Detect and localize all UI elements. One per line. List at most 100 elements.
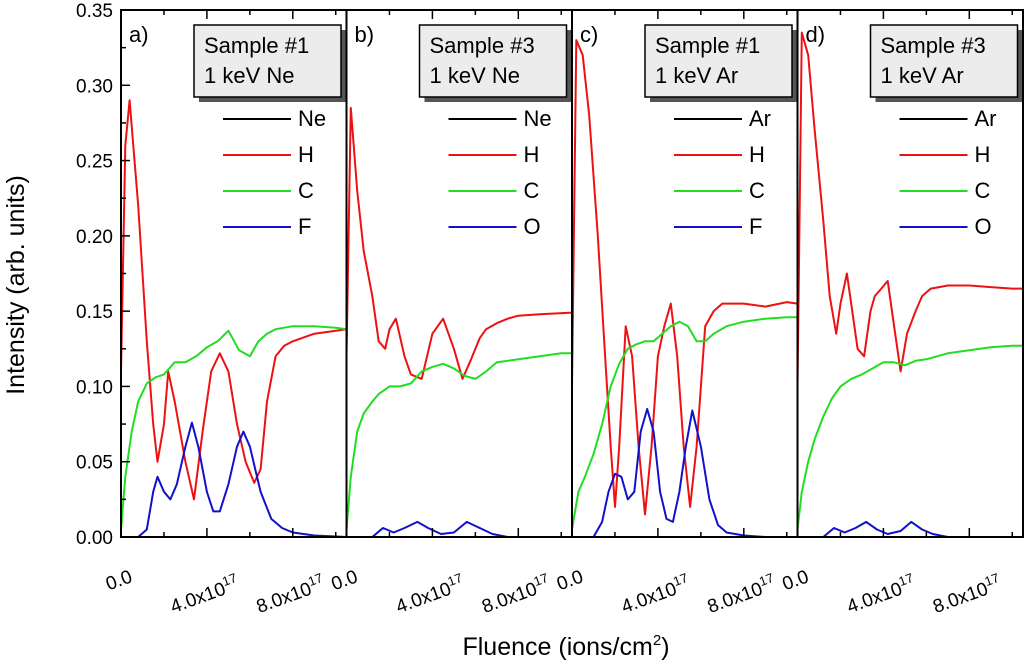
legend-label-o: O <box>975 214 992 239</box>
x-tick-label: 4.0x1017 <box>617 570 693 618</box>
x-tick-label: 4.0x1017 <box>843 570 919 618</box>
x-tick-label-base: 0.0 <box>554 566 586 595</box>
y-tick-label: 0.00 <box>76 528 113 549</box>
x-tick-label-base: 0.0 <box>780 566 812 595</box>
legend-label-ne: Ne <box>524 106 552 131</box>
sample-box <box>869 24 1019 98</box>
legend-label-h: H <box>749 142 765 167</box>
y-tick-label: 0.15 <box>76 302 113 323</box>
y-tick-label: 0.10 <box>76 377 113 398</box>
panel-letter: a) <box>129 22 149 47</box>
panel-letter: d) <box>806 22 826 47</box>
x-tick-label-exp: 17 <box>757 570 776 589</box>
panel-letter: c) <box>580 22 598 47</box>
x-tick-label-base: 0.0 <box>329 566 361 595</box>
legend-label-ne: Ne <box>298 106 326 131</box>
legend-label-c: C <box>524 178 540 203</box>
y-tick-label: 0.35 <box>76 1 113 22</box>
x-axis-label: Fluence (ions/cm2) <box>462 632 669 661</box>
x-tick-label-base: 0.0 <box>103 566 135 595</box>
sample-box-line: 1 keV Ne <box>430 63 521 88</box>
panel-letter: b) <box>355 22 375 47</box>
x-tick-label-exp: 17 <box>982 570 1001 589</box>
panel-lines <box>121 99 347 537</box>
legend-label-h: H <box>524 142 540 167</box>
x-tick-label: 0.0 <box>780 566 812 595</box>
series-line-o <box>346 520 572 537</box>
x-tick-label-base: 4.0x10 <box>619 579 680 618</box>
x-tick-label-base: 4.0x10 <box>168 579 229 618</box>
x-tick-label-exp: 17 <box>531 570 550 589</box>
y-tick-label: 0.20 <box>76 227 113 248</box>
x-tick-label-exp: 17 <box>671 570 690 589</box>
x-tick-label: 0.0 <box>103 566 135 595</box>
series-line-h <box>121 99 347 501</box>
series-line-c <box>121 325 347 530</box>
x-tick-label: 4.0x1017 <box>392 570 468 618</box>
x-tick-label: 8.0x1017 <box>478 570 554 618</box>
legend-label-f: F <box>749 214 762 239</box>
x-axis-label-tail: ) <box>661 633 669 661</box>
series-line-h <box>572 39 798 516</box>
y-tick-label: 0.05 <box>76 453 113 474</box>
sample-box-line: 1 keV Ar <box>881 63 964 88</box>
sample-box-line: Sample #1 <box>655 33 760 58</box>
series-line-c <box>572 316 798 530</box>
legend-label-h: H <box>975 142 991 167</box>
sample-box-line: 1 keV Ar <box>655 63 738 88</box>
sample-box <box>193 24 342 98</box>
x-tick-label-base: 8.0x10 <box>479 579 540 618</box>
series-line-c <box>797 344 1023 530</box>
y-axis-label: Intensity (arb. units) <box>2 175 30 395</box>
series-line-c <box>346 352 572 530</box>
series-line-h <box>797 31 1023 387</box>
legend-label-h: H <box>298 142 314 167</box>
y-tick-label: 0.30 <box>76 76 113 97</box>
x-tick-label-exp: 17 <box>220 570 239 589</box>
x-tick-label: 8.0x1017 <box>703 570 779 618</box>
x-tick-label: 0.0 <box>554 566 586 595</box>
sample-box <box>418 24 568 98</box>
x-tick-label-base: 4.0x10 <box>393 579 454 618</box>
sample-box-line: 1 keV Ne <box>204 63 295 88</box>
series-line-o <box>797 520 1023 537</box>
legend-label-ar: Ar <box>749 106 771 131</box>
legend-label-c: C <box>975 178 991 203</box>
x-tick-label-base: 8.0x10 <box>930 579 991 618</box>
x-axis-label-main: Fluence (ions/cm <box>462 633 652 661</box>
panel-frame <box>796 9 1024 538</box>
series-line-f <box>572 408 798 537</box>
x-tick-label-exp: 17 <box>897 570 916 589</box>
x-tick-label: 8.0x1017 <box>929 570 1005 618</box>
x-tick-label-base: 4.0x10 <box>844 579 905 618</box>
x-tick-label: 8.0x1017 <box>252 570 328 618</box>
series-line-h <box>346 106 572 380</box>
legend-label-c: C <box>749 178 765 203</box>
sample-box <box>644 24 793 98</box>
x-tick-label-base: 8.0x10 <box>705 579 766 618</box>
panel-lines <box>572 39 798 537</box>
x-tick-label: 4.0x1017 <box>166 570 242 618</box>
axes-layer: 0.00 0.05 0.10 0.15 0.20 0.25 0.30 0.35 <box>76 1 130 549</box>
x-tick-label-exp: 17 <box>306 570 325 589</box>
x-tick-label-base: 8.0x10 <box>254 579 315 618</box>
legend-label-ar: Ar <box>975 106 997 131</box>
y-tick-label: 0.25 <box>76 152 113 173</box>
series-line-f <box>121 421 347 537</box>
x-tick-label-exp: 17 <box>446 570 465 589</box>
sample-box-line: Sample #1 <box>204 33 309 58</box>
legend-label-f: F <box>298 214 311 239</box>
legend-label-o: O <box>524 214 541 239</box>
sample-box-line: Sample #3 <box>430 33 535 58</box>
legend-label-c: C <box>298 178 314 203</box>
x-tick-label: 0.0 <box>329 566 361 595</box>
panel-lines <box>346 106 572 537</box>
x-axis-label-sup: 2 <box>653 632 661 649</box>
sample-box-line: Sample #3 <box>881 33 986 58</box>
